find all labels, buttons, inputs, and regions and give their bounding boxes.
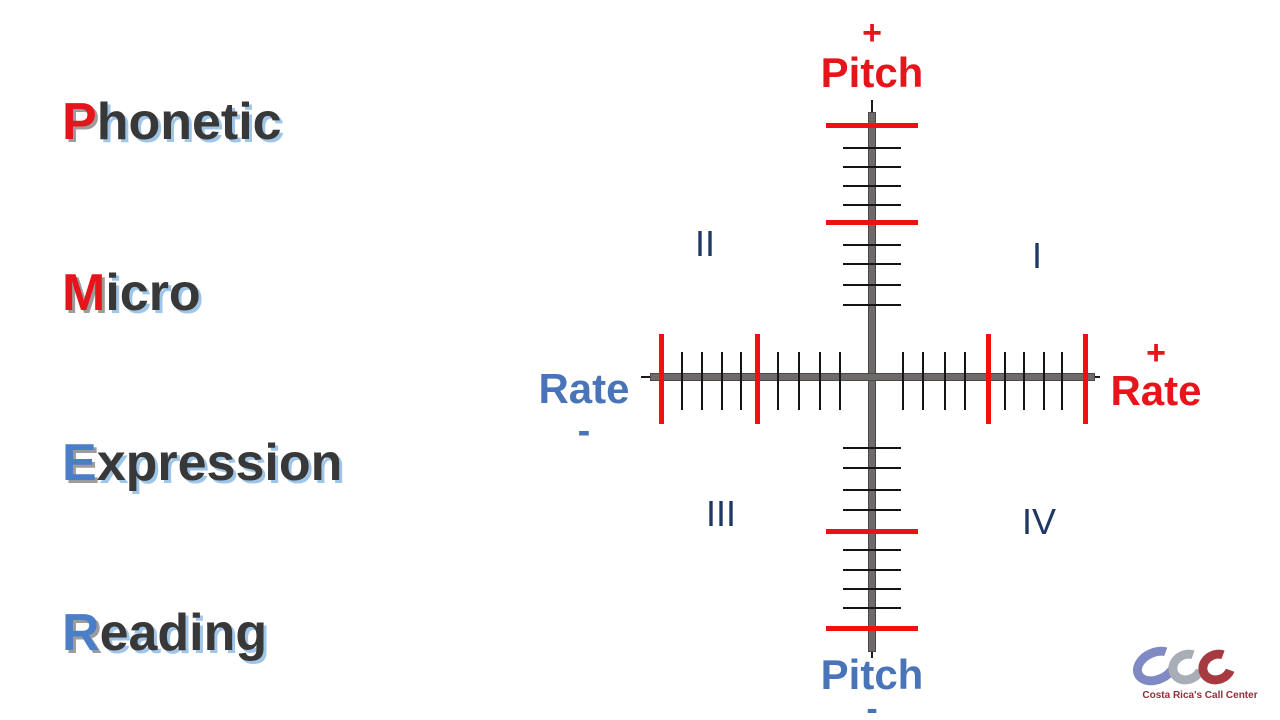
rate-axis-minor-tick <box>721 352 723 410</box>
rate-label-text: Rate <box>1110 367 1202 414</box>
pitch-axis-major-tick <box>826 220 918 225</box>
pitch-axis-minor-tick <box>843 549 901 551</box>
pitch-label-text: Pitch <box>820 651 924 698</box>
acronym-rest: eading <box>99 604 268 662</box>
rate-axis-minor-tick <box>1023 352 1025 410</box>
rate-axis-minor-tick <box>1061 352 1063 410</box>
pitch-axis-minor-tick <box>843 569 901 571</box>
logo-c-ring-icon <box>1192 643 1242 691</box>
minus-sign: - <box>577 410 591 452</box>
rate-axis-minor-tick <box>902 352 904 410</box>
pitch-axis-minor-tick <box>843 185 901 187</box>
pitch-axis-minor-tick <box>843 447 901 449</box>
minus-sign: - <box>866 690 878 720</box>
pitch-axis-minor-tick <box>843 467 901 469</box>
pitch-label-text: Pitch <box>820 49 924 96</box>
pitch-positive-label: + Pitch <box>812 16 932 94</box>
rate-axis-minor-tick <box>819 352 821 410</box>
acronym-initial: R <box>62 604 100 662</box>
rate-axis-major-tick <box>1083 334 1088 424</box>
acronym-initial: M <box>62 264 106 322</box>
pitch-axis-minor-tick <box>843 263 901 265</box>
pitch-axis <box>868 112 876 652</box>
rate-axis-major-tick <box>986 334 991 424</box>
pitch-axis-minor-tick <box>843 607 901 609</box>
acronym-word-expression: Expression <box>62 437 342 489</box>
acronym-rest: icro <box>105 264 201 322</box>
rate-axis-major-tick <box>659 334 664 424</box>
rate-axis <box>650 373 1095 381</box>
pitch-axis-minor-tick <box>843 588 901 590</box>
pitch-axis-minor-tick <box>843 204 901 206</box>
logo-caption: Costa Rica's Call Center <box>1142 690 1258 701</box>
pitch-axis-major-tick <box>826 123 918 128</box>
pitch-axis-minor-tick <box>843 244 901 246</box>
rate-axis-minor-tick <box>1043 352 1045 410</box>
pitch-axis-minor-tick <box>843 147 901 149</box>
acronym-rest: honetic <box>96 93 282 151</box>
rate-axis-minor-tick <box>922 352 924 410</box>
quadrant-label-3: III <box>706 493 737 534</box>
rate-axis-minor-tick <box>740 352 742 410</box>
acronym-word-reading: Reading <box>62 607 267 659</box>
pitch-axis-minor-tick <box>843 304 901 306</box>
rate-axis-minor-tick <box>944 352 946 410</box>
rate-axis-minor-tick <box>777 352 779 410</box>
acronym-initial: P <box>62 93 97 151</box>
pitch-negative-label: Pitch - <box>812 654 932 720</box>
company-logo: Costa Rica's Call Center <box>1126 639 1268 712</box>
pitch-axis-minor-tick <box>843 489 901 491</box>
rate-negative-label: Rate - <box>528 365 640 452</box>
rate-axis-minor-tick <box>681 352 683 410</box>
rate-axis-minor-tick <box>798 352 800 410</box>
rate-axis-minor-tick <box>839 352 841 410</box>
quadrant-label-2: II <box>695 223 716 264</box>
pitch-axis-minor-tick <box>843 509 901 511</box>
plus-sign: + <box>1146 334 1166 372</box>
rate-label-text: Rate <box>538 365 630 412</box>
acronym-rest: xpression <box>96 434 343 492</box>
acronym-initial: E <box>62 434 97 492</box>
rate-axis-major-tick <box>755 334 760 424</box>
rate-axis-minor-tick <box>1004 352 1006 410</box>
pitch-axis-major-tick <box>826 529 918 534</box>
rate-axis-minor-tick <box>701 352 703 410</box>
acronym-word-phonetic: Phonetic <box>62 96 282 148</box>
quadrant-label-1: I <box>1032 235 1043 276</box>
acronym-word-micro: Micro <box>62 267 201 319</box>
pitch-axis-major-tick <box>826 626 918 631</box>
pitch-axis-minor-tick <box>843 166 901 168</box>
rate-axis-minor-tick <box>964 352 966 410</box>
quadrant-label-4: IV <box>1022 501 1057 542</box>
plus-sign: + <box>862 14 882 52</box>
rate-positive-label: + Rate <box>1104 336 1208 412</box>
pitch-axis-minor-tick <box>843 284 901 286</box>
